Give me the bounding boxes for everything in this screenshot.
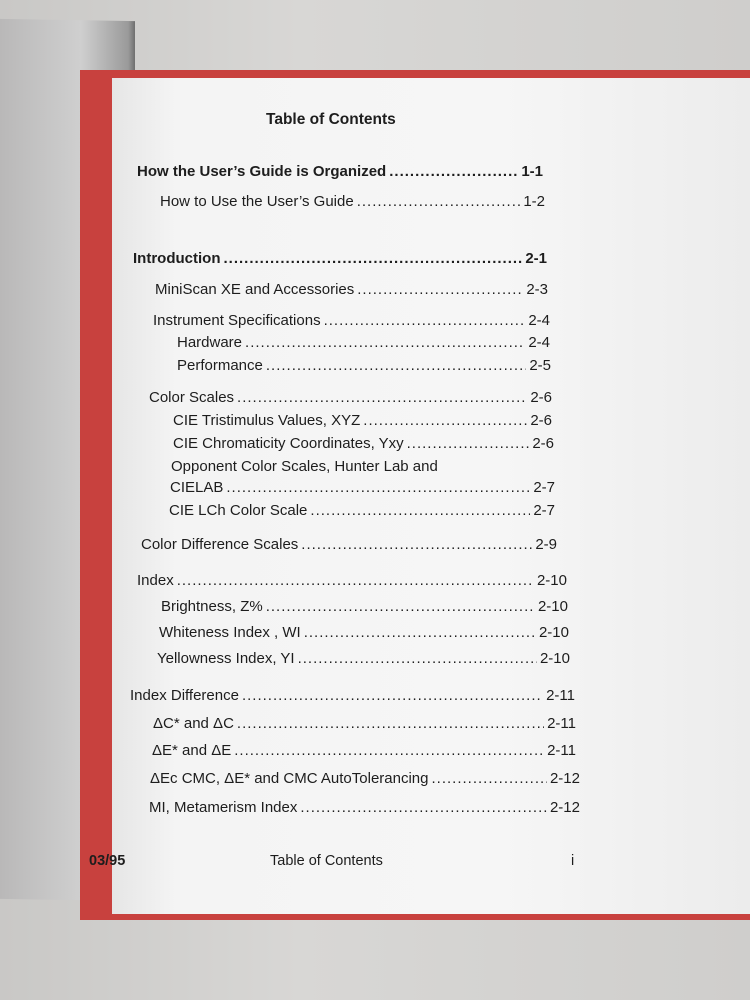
toc-entry: CIE Tristimulus Values, XYZ 2-6: [173, 411, 552, 431]
toc-entry: CIE LCh Color Scale 2-7: [169, 501, 555, 521]
toc-entry-title: ΔE* and ΔE: [152, 742, 232, 759]
dot-leader: [431, 769, 546, 789]
toc-entry-title: Color Scales: [149, 389, 235, 406]
toc-entry: Index 2-10: [137, 571, 567, 591]
dot-leader: [237, 388, 527, 408]
dot-leader: [300, 798, 547, 818]
dot-leader: [407, 434, 530, 454]
toc-entry: CIE Chromaticity Coordinates, Yxy 2-6: [173, 434, 554, 454]
dot-leader: [301, 535, 532, 555]
toc-entry-title: CIELAB: [170, 479, 224, 496]
toc-entry-title: Brightness, Z%: [161, 598, 263, 615]
toc-entry-page: 2-4: [528, 334, 550, 351]
toc-entry-title: Instrument Specifications: [153, 312, 321, 329]
dot-leader: [245, 333, 525, 353]
toc-entry-title: ΔEc CMC, ΔE* and CMC AutoTolerancing: [150, 770, 429, 787]
toc-entry-page: 2-10: [538, 624, 569, 641]
toc-entry-page: 2-4: [528, 312, 550, 329]
dot-leader: [363, 411, 527, 431]
toc-entry-page: 2-6: [532, 435, 554, 452]
toc-entry-title: Yellowness Index, YI: [157, 650, 295, 667]
toc-entry-page: 2-7: [533, 502, 555, 519]
toc-entry: How to Use the User’s Guide 1-2: [160, 192, 545, 212]
toc-entry: Whiteness Index , WI 2-10: [159, 623, 569, 643]
dot-leader: [234, 741, 544, 761]
toc-entry-page: 2-9: [535, 536, 557, 553]
dot-leader: [266, 597, 535, 617]
toc-entry-title: Opponent Color Scales, Hunter Lab and: [171, 458, 438, 475]
dot-leader: [177, 571, 534, 591]
toc-entry-page: 1-1: [521, 163, 543, 180]
footer-page-number: i: [571, 853, 575, 869]
dot-leader: [324, 311, 526, 331]
toc-entry: Color Difference Scales 2-9: [141, 535, 557, 555]
toc-entry: Yellowness Index, YI 2-10: [157, 649, 570, 669]
toc-entry-page: 2-12: [549, 770, 580, 787]
toc-entry-title: Whiteness Index , WI: [159, 624, 301, 641]
toc-entry-title: Introduction: [133, 250, 221, 267]
toc-entry: Instrument Specifications 2-4: [153, 311, 550, 331]
toc-entry: MI, Metamerism Index 2-12: [149, 798, 580, 818]
toc-entry-title: CIE LCh Color Scale: [169, 502, 308, 519]
toc-entry-title: Color Difference Scales: [141, 536, 299, 553]
toc-entry-title: Index Difference: [130, 687, 239, 704]
toc-entry: Color Scales 2-6: [149, 388, 552, 408]
toc-entry-title: Hardware: [177, 334, 243, 351]
toc-entry: ΔE* and ΔE 2-11: [152, 741, 576, 761]
toc-entry-page: 2-11: [546, 687, 575, 704]
dot-leader: [298, 649, 537, 669]
toc-entry-page: 2-10: [536, 572, 567, 589]
toc-entry-title: CIE Tristimulus Values, XYZ: [173, 412, 361, 429]
dot-leader: [389, 162, 518, 182]
toc-entry-page: 2-6: [530, 389, 552, 406]
toc-entry-title: How to Use the User’s Guide: [160, 193, 354, 210]
toc-entry-page: 2-10: [539, 650, 570, 667]
toc-entry-page: 2-11: [547, 742, 576, 759]
dot-leader: [237, 714, 544, 734]
toc-entry-title: CIE Chromaticity Coordinates, Yxy: [173, 435, 404, 452]
dot-leader: [226, 478, 530, 498]
toc-entry: Performance 2-5: [177, 356, 551, 376]
toc-entry: Hardware 2-4: [177, 333, 550, 353]
dot-leader: [357, 192, 521, 212]
page-title: Table of Contents: [266, 111, 396, 128]
dot-leader: [304, 623, 536, 643]
toc-entry-title: Performance: [177, 357, 263, 374]
toc-entry-page: 2-5: [529, 357, 551, 374]
footer-section: Table of Contents: [270, 853, 383, 869]
footer-date: 03/95: [89, 853, 126, 869]
dot-leader: [223, 249, 522, 269]
dot-leader: [310, 501, 530, 521]
dot-leader: [266, 356, 526, 376]
toc-entry-title: Index: [137, 572, 174, 589]
toc-entry-page: 1-2: [523, 193, 545, 210]
toc-entry-title: ΔC* and ΔC: [153, 715, 234, 732]
toc-entry-page: 2-7: [533, 479, 555, 496]
toc-entry-page: 2-6: [530, 412, 552, 429]
toc-entry: Opponent Color Scales, Hunter Lab and: [171, 457, 438, 477]
dot-leader: [357, 280, 523, 300]
toc-entry: MiniScan XE and Accessories 2-3: [155, 280, 548, 300]
toc-entry-page: 2-11: [547, 715, 576, 732]
toc-entry-page: 2-3: [526, 281, 548, 298]
toc-entry: CIELAB 2-7: [170, 478, 555, 498]
toc-entry: ΔEc CMC, ΔE* and CMC AutoTolerancing 2-12: [150, 769, 580, 789]
toc-entry: Brightness, Z% 2-10: [161, 597, 568, 617]
toc-entry: Introduction 2-1: [133, 249, 547, 269]
toc-entry-page: 2-1: [525, 250, 547, 267]
toc-entry-page: 2-10: [537, 598, 568, 615]
toc-entry-title: MiniScan XE and Accessories: [155, 281, 355, 298]
toc-entry-title: MI, Metamerism Index: [149, 799, 298, 816]
toc-entry-title: How the User’s Guide is Organized: [137, 163, 387, 180]
toc-entry: Index Difference 2-11: [130, 686, 575, 706]
toc-entry-page: 2-12: [549, 799, 580, 816]
toc-entry: ΔC* and ΔC 2-11: [153, 714, 576, 734]
dot-leader: [242, 686, 543, 706]
toc-entry: How the User’s Guide is Organized 1-1: [137, 162, 543, 182]
